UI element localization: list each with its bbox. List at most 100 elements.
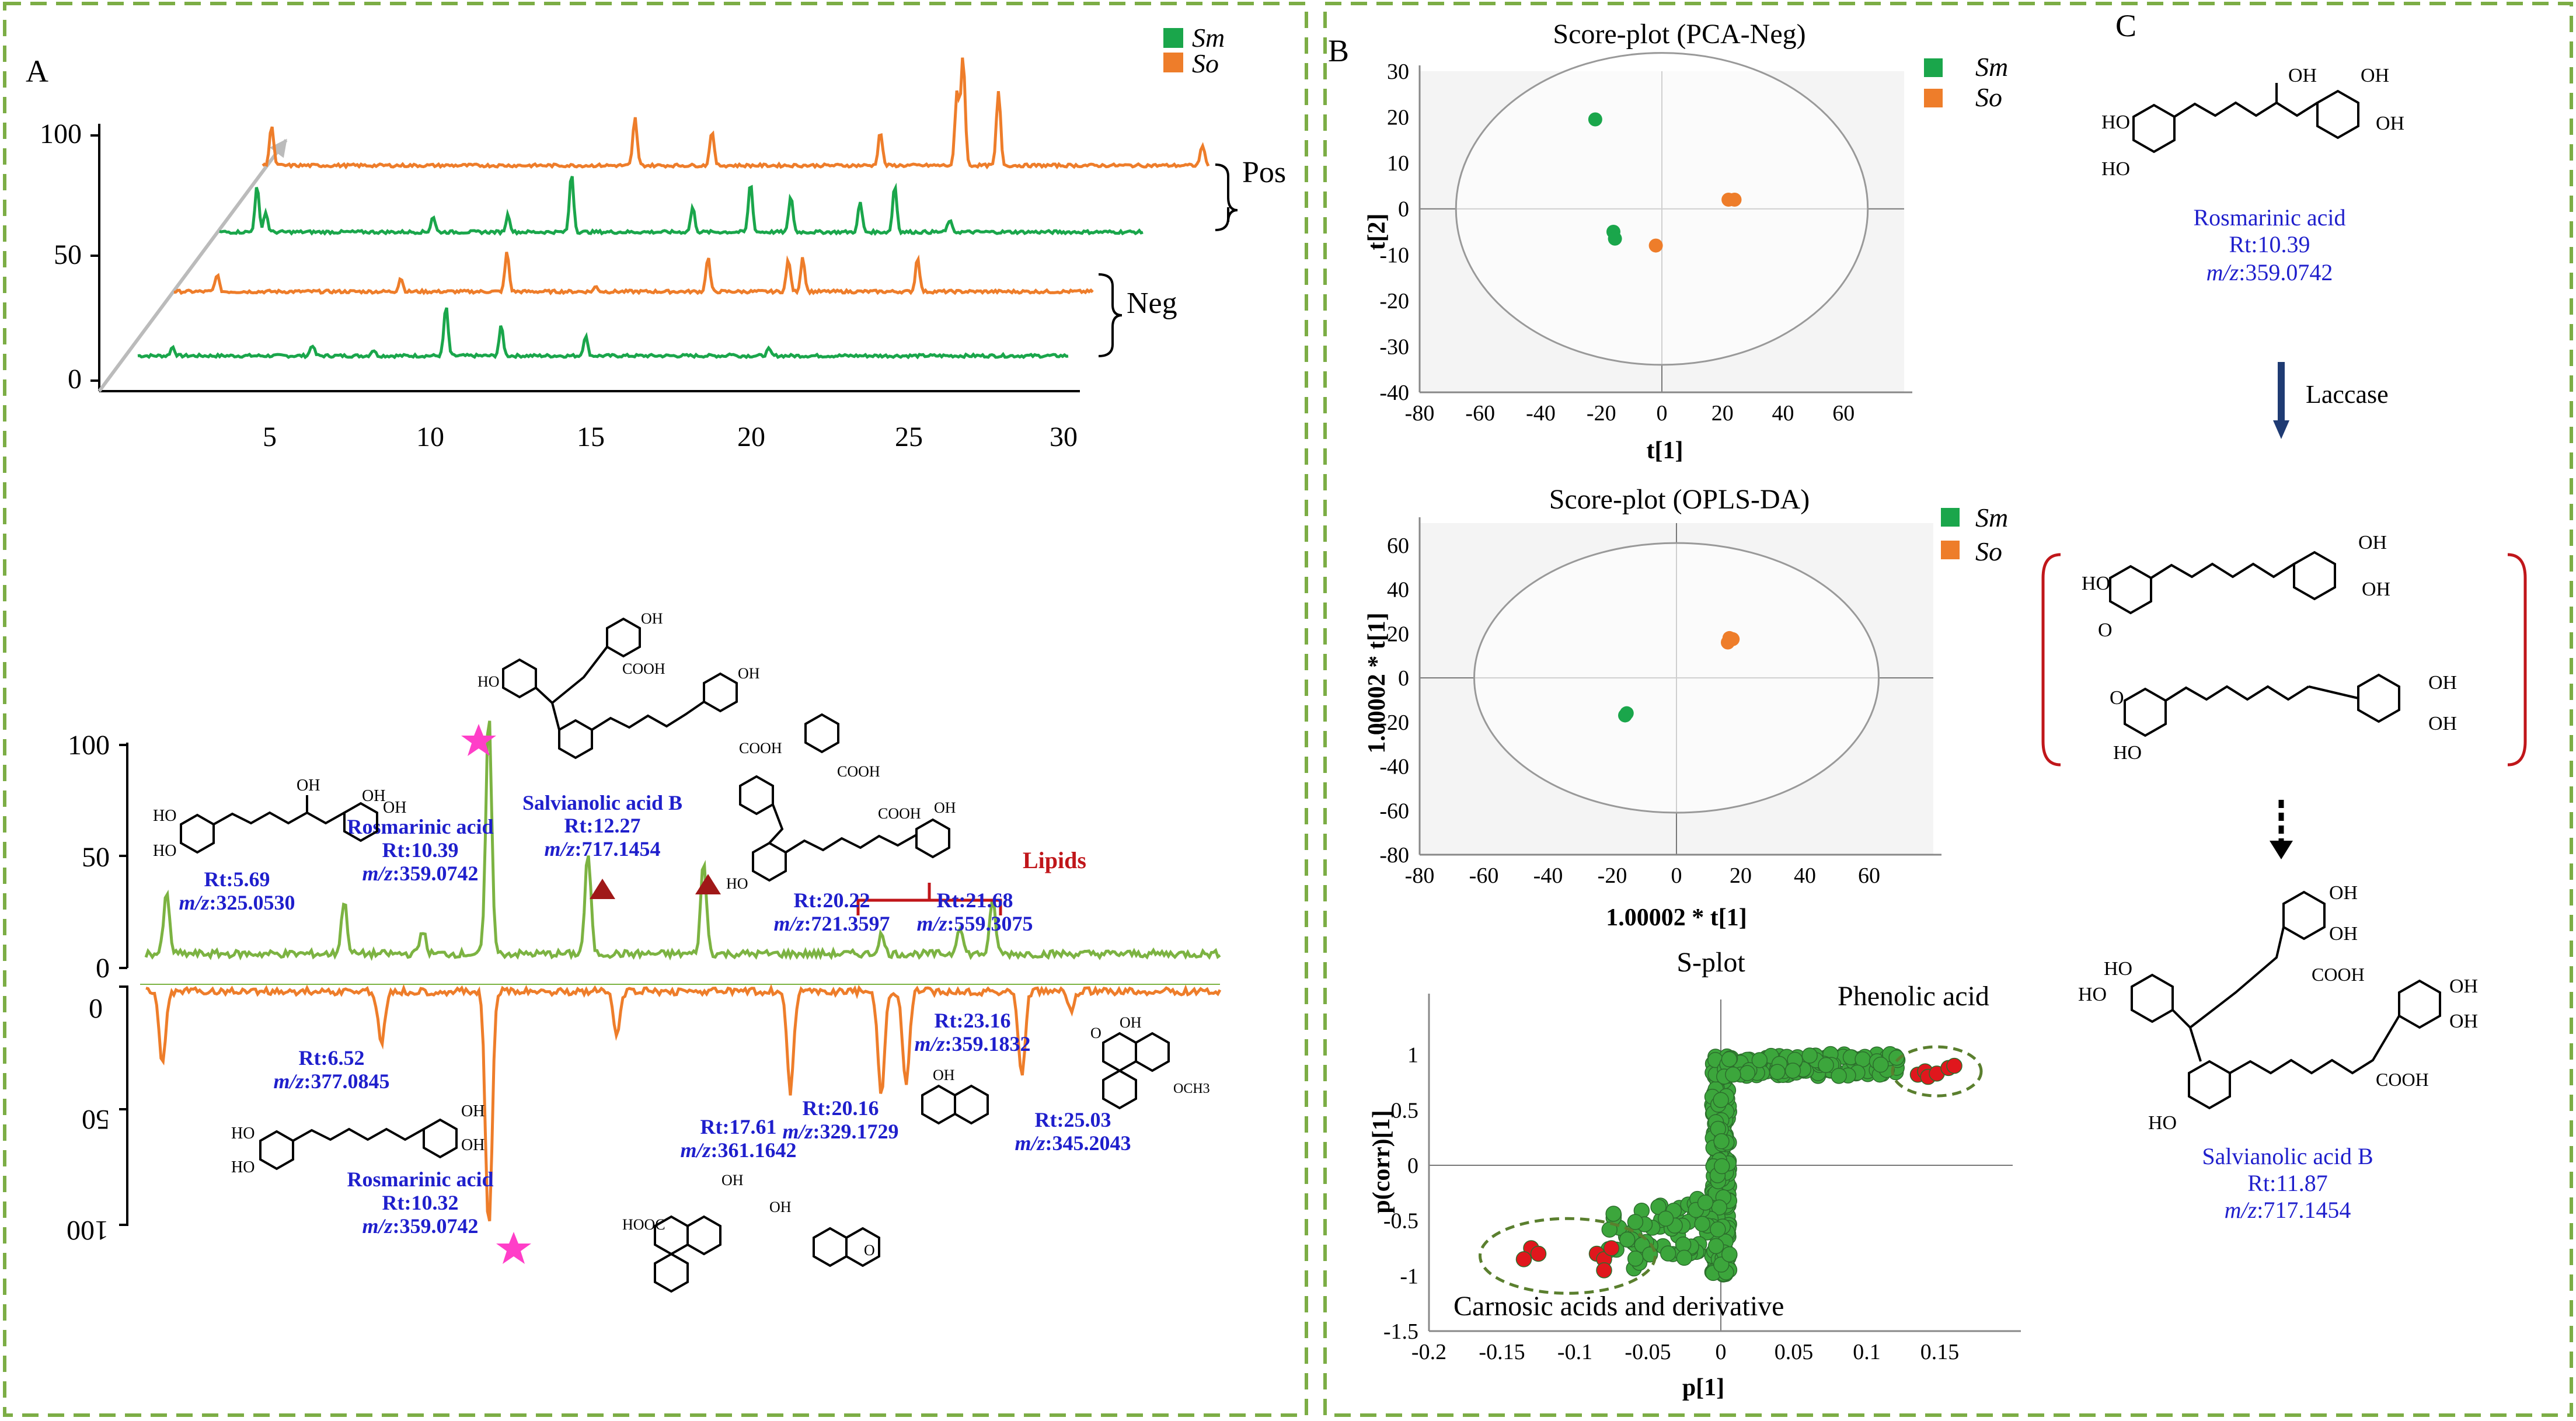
splot-point [1530,1245,1547,1262]
structure-salvianolic-c: HO HO OH OH COOH OH OH COOH HO [2078,882,2478,1134]
stacked-chromatogram: 100 50 0 5 10 15 20 25 30 Pos Neg Sm So [40,23,1286,452]
pos-bracket [1215,163,1238,231]
mz-prefix: m/z [362,862,392,885]
pca-legend-sm-swatch [1924,58,1943,77]
carnosic-cluster-ring [1479,1217,1657,1295]
atom: COOH [2312,964,2365,985]
x-tick-label: 60 [1858,863,1880,888]
pca-title: Score-plot (PCA-Neg) [1553,19,1805,50]
oplsda-legend-sm-swatch [1941,508,1960,527]
ring [2131,973,2174,1023]
splot-point [1710,1221,1726,1238]
chain [2189,927,2285,1029]
laccase-label: Laccase [2306,380,2389,409]
structure-rosmarinic-bottom: HO HO OH OH [231,1102,484,1176]
confidence-ellipse [1473,542,1880,814]
chain [535,687,560,730]
stack-ytick-label: 0 [68,364,82,395]
atom: OH [2358,532,2387,553]
splot-content: -0.2 -0.15 -0.1 -0.05 0 0.05 0.1 0.15 -1.5 -1 -0.5… [1383,994,2021,1364]
ring [703,672,738,713]
splot-point [1721,1051,1738,1068]
ring [606,617,641,658]
trace-so-neg [173,252,1094,296]
ring [2398,979,2441,1029]
stack-xtick-label: 5 [263,422,277,452]
splot-xlabel: p[1] [1682,1374,1724,1401]
y-tick-label: -20 [1379,710,1409,735]
splot-point [1946,1057,1962,1074]
atom: OH [738,665,760,682]
y-tick-label: 40 [1387,578,1409,602]
splot-point [1619,1231,1636,1248]
splot-point [1657,1210,1674,1227]
ring [2293,551,2336,601]
ann-rt-1761: Rt:17.61 [700,1115,777,1138]
y-tick-label: 0.5 [1391,1098,1419,1123]
chain [2171,1009,2202,1062]
atom: COOH [2376,1069,2429,1090]
x-tick-label: -80 [1405,863,1435,888]
trace-so-mirror [145,984,1222,1222]
splot-point [1769,1064,1786,1080]
mz-value: :359.0742 [2239,259,2333,285]
radical-bracket-left [2041,553,2061,767]
atom: OH [362,787,385,805]
y-tick-label: -40 [1379,755,1409,779]
point-so [1722,631,1737,645]
ann-rt-2022: Rt:20.22 [794,889,870,912]
atom: OH [297,776,320,795]
atom: HO [2082,573,2110,594]
chain [551,646,608,704]
panel-c-label: C [2115,8,2136,43]
pca-legend-sm: Sm [1975,52,2008,82]
neg-label: Neg [1127,287,1177,320]
c-rosmarinic-mz-row: m/z:359.0742 [2206,259,2333,285]
splot: S-plot -0.2 -0.15 -0.1 -0.05 0 0.05 0.1 0.15 -1.… [1368,947,2021,1401]
splot-point [1515,1251,1532,1267]
ann-mz-0845-row: m/z:377.0845 [273,1070,389,1093]
ann-rosmarinic-bottom: Rosmarinic acid [347,1168,494,1191]
mz-value: :717.1454 [2257,1197,2351,1223]
atom: OH [2449,1011,2478,1032]
splot-point [1694,1215,1710,1232]
atom: HO [726,875,748,892]
x-tick-label: -20 [1598,863,1627,888]
atom: OH [934,799,956,816]
ann-mz-1454-row: m/z:717.1454 [544,837,660,861]
atom: O [1090,1025,1101,1042]
ring [2282,890,2326,941]
point-sm [1608,231,1622,246]
star-marker-top [461,724,496,756]
x-tick-label: 60 [1832,401,1855,426]
c-salvianolic-name: Salvianolic acid B [2202,1143,2373,1169]
mz-prefix: m/z [916,912,947,935]
oplsda-title: Score-plot (OPLS-DA) [1549,484,1810,515]
x-tick-label: -40 [1533,863,1563,888]
x-tick-label: -0.05 [1625,1340,1671,1364]
splot-point [1725,1066,1741,1083]
atom: HO [2148,1112,2177,1134]
chain [768,804,784,844]
mz-prefix: m/z [2225,1197,2257,1223]
splot-point [1605,1206,1622,1222]
x-tick-label: 0.1 [1853,1340,1881,1364]
mz-prefix: m/z [914,1032,944,1056]
atom: HO [2101,112,2130,133]
atom: OH [383,799,406,817]
mz-value: :359.0742 [393,1214,479,1238]
ring [2316,89,2359,140]
ann-rt-2503: Rt:25.03 [1035,1108,1111,1131]
x-tick-label: -60 [1465,401,1495,426]
splot-point [1713,1092,1729,1108]
atom: OH [2329,923,2358,945]
structure-lipid-top: COOH COOH HO OH [726,713,956,892]
splot-point [1697,1194,1714,1211]
x-tick-label: -0.2 [1411,1340,1446,1364]
laccase-arrow-head [2273,420,2289,439]
splot-point [1675,1236,1692,1253]
phenolic-cluster-ring [1891,1045,1983,1098]
ann-rt-2316: Rt:23.16 [935,1009,1011,1032]
ann-salvianolic: Salvianolic acid B [522,791,682,814]
